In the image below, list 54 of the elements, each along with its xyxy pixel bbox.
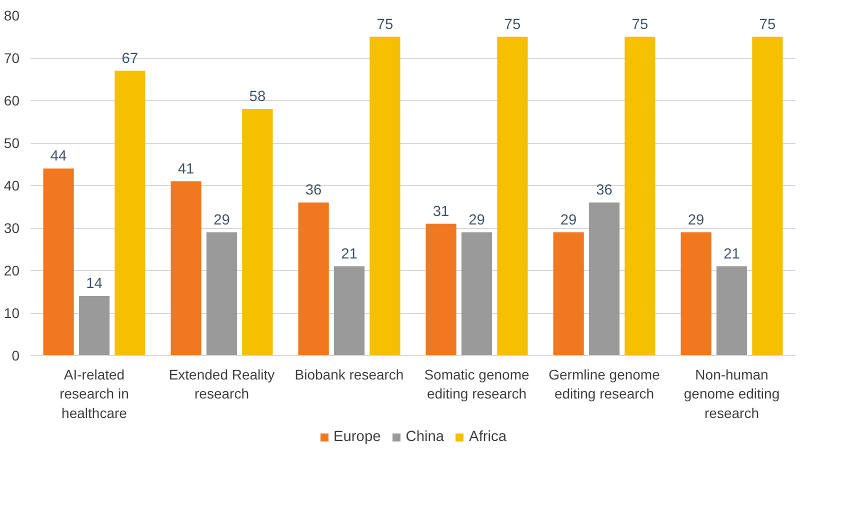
data-label: 21 [724, 246, 740, 262]
y-tick-label: 70 [4, 50, 20, 66]
data-label: 29 [560, 212, 577, 228]
data-label: 31 [432, 204, 450, 220]
y-tick-label: 20 [4, 262, 20, 278]
bar [553, 232, 584, 356]
y-tick-label: 0 [12, 348, 20, 364]
x-tick-label: Somatic genome editing research [424, 366, 530, 402]
bar [114, 70, 146, 356]
bar [461, 232, 492, 356]
y-tick-label: 10 [4, 305, 20, 321]
x-tick-label: Extended Reality research [168, 366, 275, 402]
data-label: 29 [688, 212, 704, 228]
bar [370, 36, 400, 356]
data-label: 14 [86, 276, 102, 292]
bar [624, 36, 656, 356]
legend-label: China [406, 429, 444, 445]
y-tick-label: 30 [4, 220, 20, 236]
y-tick-label: 40 [4, 178, 20, 194]
data-label: 75 [759, 16, 776, 33]
data-label: 36 [596, 182, 612, 198]
x-tick-label: Germline genome editing research [548, 366, 660, 402]
bar [78, 296, 110, 356]
data-label: 75 [376, 16, 394, 33]
y-tick-label: 80 [4, 8, 20, 24]
data-label: 29 [468, 212, 485, 228]
legend-label: Europe [333, 429, 381, 445]
x-tick-label: Biobank research [294, 366, 404, 382]
bar [334, 266, 365, 356]
x-tick-label: AI-related research in healthcare [60, 366, 129, 421]
data-label: 36 [305, 182, 322, 198]
data-label: 41 [178, 161, 194, 178]
bar [588, 202, 620, 356]
data-label: 67 [122, 50, 138, 67]
data-label: 29 [214, 212, 230, 228]
y-tick-label: 60 [4, 92, 20, 108]
bar [680, 232, 712, 356]
bar [206, 232, 238, 356]
bar [497, 36, 528, 356]
bar [242, 109, 273, 356]
data-label: 75 [632, 16, 648, 33]
y-tick-label: 50 [4, 135, 20, 151]
x-tick-label: Non-human genome editing research [684, 366, 780, 421]
bar [43, 168, 74, 356]
bar [426, 224, 456, 356]
bar [716, 266, 748, 356]
bar [298, 202, 329, 356]
data-label: 58 [249, 89, 266, 105]
data-label: 21 [341, 246, 358, 262]
bar [170, 181, 202, 356]
bar [752, 36, 783, 356]
legend-label: Africa [469, 429, 507, 445]
data-label: 44 [50, 148, 67, 164]
data-label: 75 [504, 16, 521, 33]
